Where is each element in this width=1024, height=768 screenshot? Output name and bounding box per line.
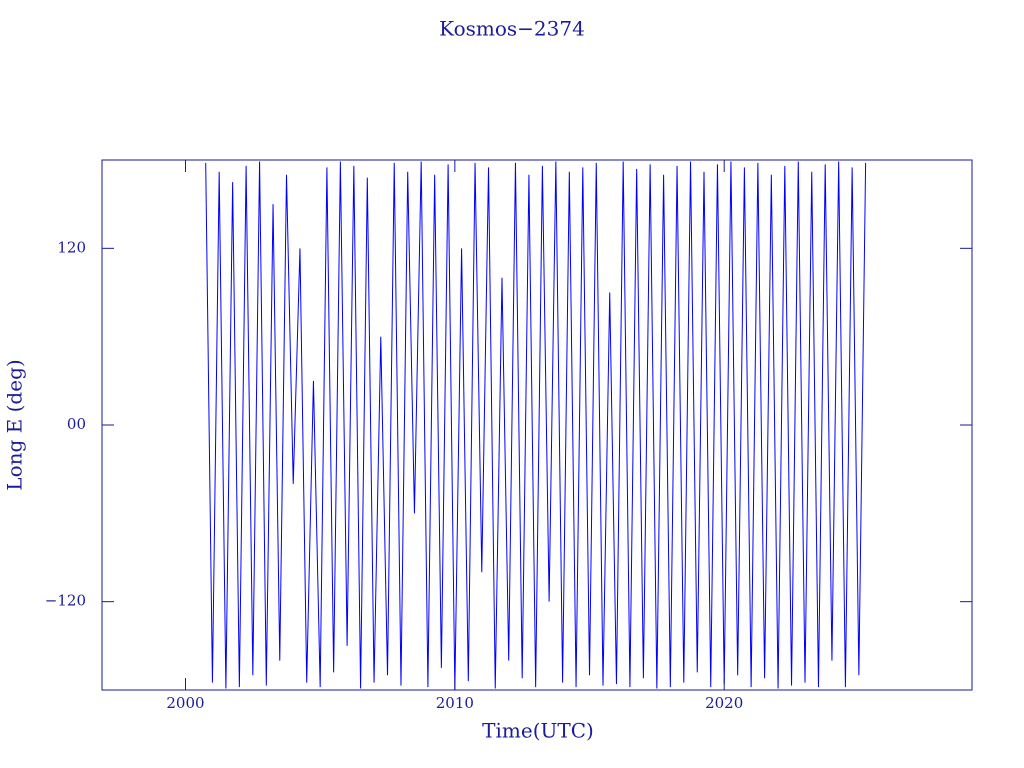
y-axis-title: Long E (deg) bbox=[3, 359, 27, 490]
y-tick-label: 120 bbox=[57, 238, 86, 256]
y-tick-label: 00 bbox=[67, 415, 86, 433]
plot-area bbox=[205, 161, 867, 691]
x-tick-label: 2000 bbox=[166, 694, 204, 712]
chart-title: Kosmos−2374 bbox=[439, 17, 585, 41]
y-tick-label: −120 bbox=[45, 592, 86, 610]
data-line bbox=[205, 161, 867, 691]
x-axis-title: Time(UTC) bbox=[482, 719, 594, 743]
x-tick-label: 2020 bbox=[705, 694, 743, 712]
x-tick-label: 2010 bbox=[436, 694, 474, 712]
